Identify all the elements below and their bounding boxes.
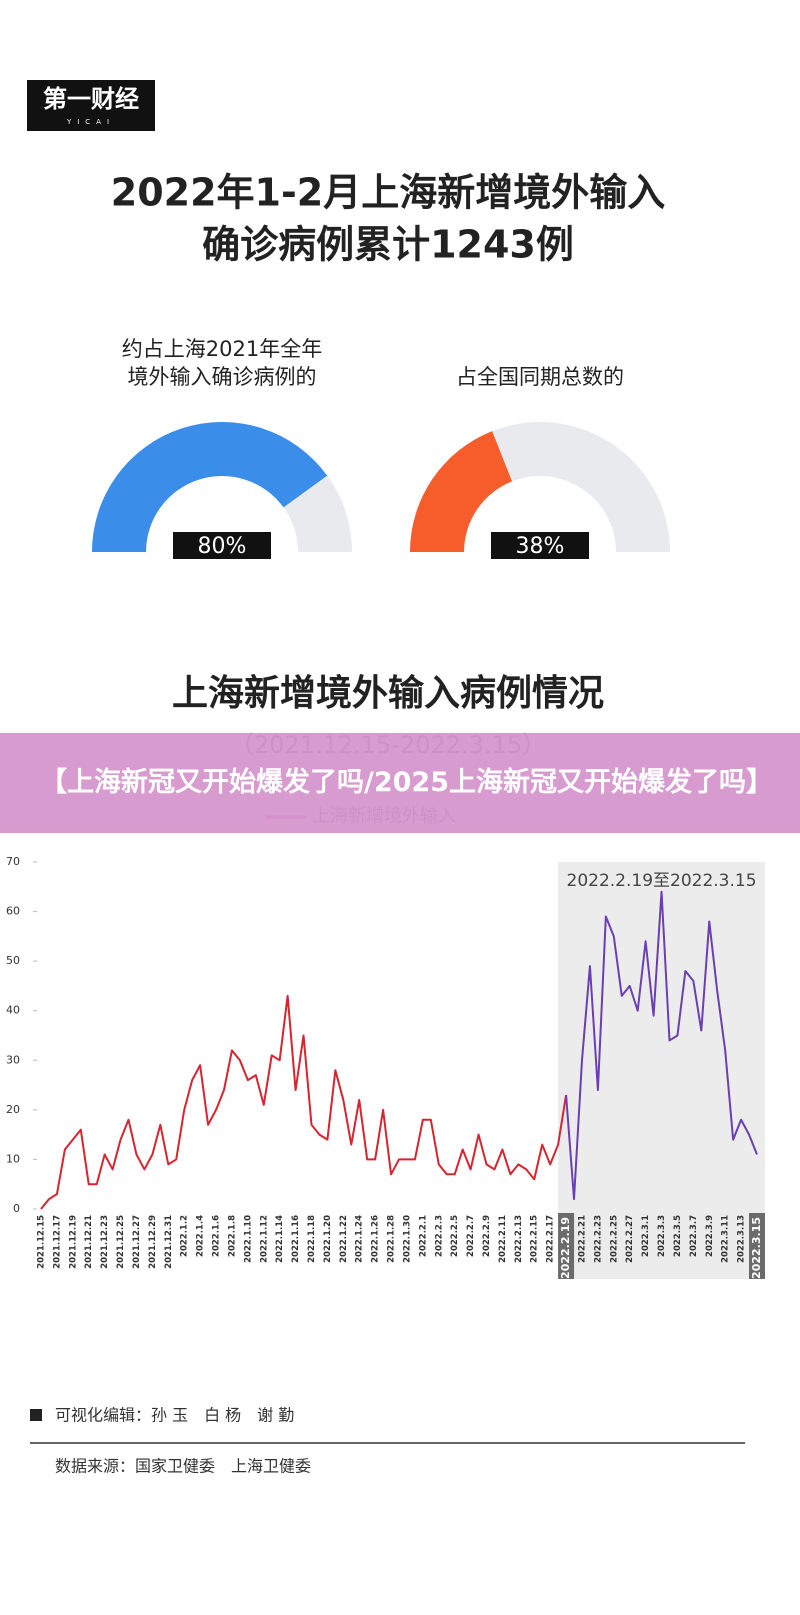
x-tick-label: 2022.1.30: [402, 1215, 412, 1263]
gauge-value: [92, 422, 328, 552]
x-tick-label: 2022.1.20: [323, 1215, 333, 1263]
x-tick-label: 2022.2.3: [434, 1215, 444, 1257]
x-tick-label: 2022.1.6: [212, 1215, 222, 1257]
x-tick-label: 2021.12.17: [52, 1215, 62, 1269]
line-series: [40, 994, 568, 1210]
x-tick-label: 2022.1.2: [180, 1215, 190, 1257]
gauge-label-box: [491, 532, 589, 559]
x-tick-label: 2022.2.17: [546, 1215, 556, 1263]
x-tick-label: 2022.2.13: [514, 1215, 524, 1263]
x-tick-highlight: [558, 1213, 575, 1279]
x-tick-label: 2022.1.8: [227, 1215, 237, 1257]
x-tick-label: 2022.3.13: [737, 1215, 747, 1263]
banner: 【上海新冠又开始爆发了吗/2025上海新冠又开始爆发了吗】: [0, 733, 800, 833]
gauge-title: 占全国同期总数的: [456, 365, 624, 389]
gauge-label-box: [173, 532, 271, 559]
x-tick-label: 2022.2.15: [530, 1215, 540, 1263]
x-tick-label: 2022.3.9: [705, 1215, 715, 1257]
x-tick-label: 2021.12.15: [37, 1215, 47, 1269]
y-tick-label: 50: [6, 954, 20, 967]
x-tick-label: 2022.2.11: [498, 1215, 508, 1263]
x-tick-label: 2022.2.1: [418, 1215, 428, 1257]
main-title: 确诊病例累计1243例: [202, 223, 574, 267]
x-tick-label: 2022.1.18: [307, 1215, 317, 1263]
x-tick-label: 2021.12.23: [100, 1215, 110, 1269]
y-tick-label: 70: [6, 855, 20, 868]
line-series: [565, 890, 758, 1201]
x-tick-label: 2021.12.31: [164, 1215, 174, 1269]
chart-title: 上海新增境外输入病例情况: [172, 673, 604, 714]
x-tick-label: 2022.2.5: [450, 1215, 460, 1257]
x-tick-label: 2022.3.1: [641, 1215, 651, 1257]
x-tick-label: 2022.3.11: [721, 1215, 731, 1263]
y-tick-label: 30: [6, 1053, 20, 1066]
x-tick-label: 2022.2.25: [609, 1215, 619, 1263]
x-tick-label: 2022.1.12: [259, 1215, 269, 1263]
x-tick-label: 2022.1.26: [371, 1215, 381, 1263]
annotation: 2022.2.19至2022.3.15: [567, 871, 757, 891]
banner-text: 【上海新冠又开始爆发了吗/2025上海新冠又开始爆发了吗】: [40, 767, 774, 798]
x-tick-label: 2022.2.9: [482, 1215, 492, 1257]
gauge-title: 约占上海2021年全年: [122, 337, 322, 361]
y-tick-label: 0: [13, 1202, 20, 1215]
x-tick-label: 2021.12.25: [116, 1215, 126, 1269]
x-tick-label: 2021.12.27: [132, 1215, 142, 1269]
y-tick-label: 10: [6, 1152, 20, 1165]
main-title: 2022年1-2月上海新增境外输入: [111, 171, 665, 215]
x-tick-label: 2022.1.4: [196, 1215, 206, 1257]
x-tick-label: 2022.1.10: [243, 1215, 253, 1263]
gauge-value: [409, 431, 513, 552]
x-tick-label: 2022.2.7: [466, 1215, 476, 1257]
x-tick-label: 2021.12.19: [68, 1215, 78, 1269]
x-tick-label: 2021.12.29: [148, 1215, 158, 1269]
y-tick-label: 40: [6, 1004, 20, 1017]
x-tick-label: 2022.2.19: [559, 1217, 572, 1279]
gauge-title: 境外输入确诊病例的: [128, 365, 317, 389]
x-tick-label: 2022.2.27: [625, 1215, 635, 1263]
gauge-label: 38%: [516, 534, 565, 559]
x-tick-label: 2022.3.15: [750, 1217, 763, 1279]
x-tick-label: 2022.1.24: [355, 1215, 365, 1263]
x-tick-label: 2022.2.23: [593, 1215, 603, 1263]
x-tick-label: 2022.3.7: [689, 1215, 699, 1257]
logo-sub: YICAI: [66, 118, 115, 126]
y-tick-label: 60: [6, 905, 20, 918]
y-tick-label: 20: [6, 1103, 20, 1116]
x-tick-label: 2022.1.28: [387, 1215, 397, 1263]
x-tick-label: 2022.3.5: [673, 1215, 683, 1257]
x-tick-label: 2022.2.21: [577, 1215, 587, 1263]
footer-source: 数据来源：国家卫健委 上海卫健委: [55, 1457, 311, 1476]
gauge-label: 80%: [198, 534, 247, 559]
x-tick-label: 2022.1.16: [291, 1215, 301, 1263]
logo-box: [27, 80, 155, 131]
x-tick-label: 2021.12.21: [84, 1215, 94, 1269]
footer-editors: 可视化编辑：孙 玉 白 杨 谢 勤: [55, 1406, 294, 1425]
highlight-band: [558, 862, 765, 1279]
logo: 第一财经: [43, 85, 139, 113]
x-tick-highlight: [749, 1213, 765, 1279]
footer-square: [30, 1409, 42, 1421]
x-tick-label: 2022.1.14: [275, 1215, 285, 1263]
x-tick-label: 2022.3.3: [657, 1215, 667, 1257]
x-tick-label: 2022.1.22: [339, 1215, 349, 1263]
